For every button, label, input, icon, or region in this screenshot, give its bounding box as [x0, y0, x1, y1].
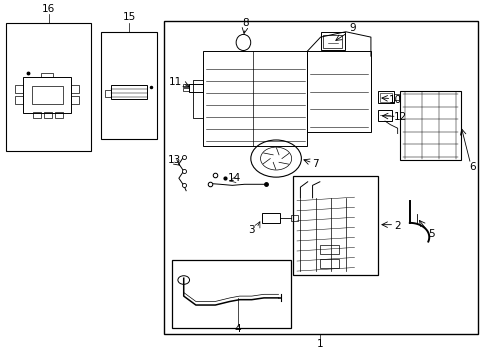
Bar	[292, 176, 377, 275]
Bar	[319, 245, 339, 254]
Bar	[41, 73, 53, 77]
Bar	[104, 90, 111, 97]
Bar	[55, 112, 62, 118]
Bar	[306, 51, 370, 132]
Bar	[203, 51, 306, 146]
Bar	[31, 86, 62, 104]
Bar	[164, 21, 477, 334]
Text: 5: 5	[427, 229, 434, 239]
Text: 8: 8	[242, 18, 249, 28]
Text: 2: 2	[393, 221, 400, 231]
Bar	[290, 215, 297, 221]
Text: 6: 6	[469, 162, 475, 172]
Bar	[71, 85, 79, 93]
Text: 9: 9	[348, 23, 355, 33]
Text: 16: 16	[42, 4, 55, 14]
Bar	[399, 91, 460, 160]
Bar	[101, 32, 157, 139]
Text: 7: 7	[311, 159, 318, 169]
Bar	[16, 96, 23, 104]
Bar	[377, 91, 393, 103]
Bar	[188, 84, 203, 93]
Bar	[320, 32, 344, 50]
Bar	[261, 213, 280, 223]
Bar	[23, 77, 71, 113]
Bar	[110, 85, 147, 99]
Bar	[323, 35, 342, 48]
Bar	[393, 94, 398, 100]
Text: 14: 14	[228, 173, 241, 183]
Bar	[6, 23, 91, 152]
Bar	[319, 259, 339, 268]
Bar	[44, 112, 52, 118]
Bar	[379, 93, 391, 102]
Text: 11: 11	[168, 77, 182, 87]
Bar	[171, 260, 290, 328]
Bar	[377, 110, 391, 121]
Text: 4: 4	[234, 324, 241, 334]
Text: 3: 3	[248, 225, 255, 235]
Bar	[71, 96, 79, 104]
Bar	[33, 112, 41, 118]
Bar	[16, 85, 23, 93]
Text: 13: 13	[167, 156, 180, 165]
Bar	[183, 88, 189, 91]
Text: 1: 1	[316, 339, 323, 349]
Text: 15: 15	[122, 13, 135, 22]
Bar	[183, 84, 189, 87]
Text: 10: 10	[388, 95, 401, 105]
Text: 12: 12	[393, 112, 406, 122]
